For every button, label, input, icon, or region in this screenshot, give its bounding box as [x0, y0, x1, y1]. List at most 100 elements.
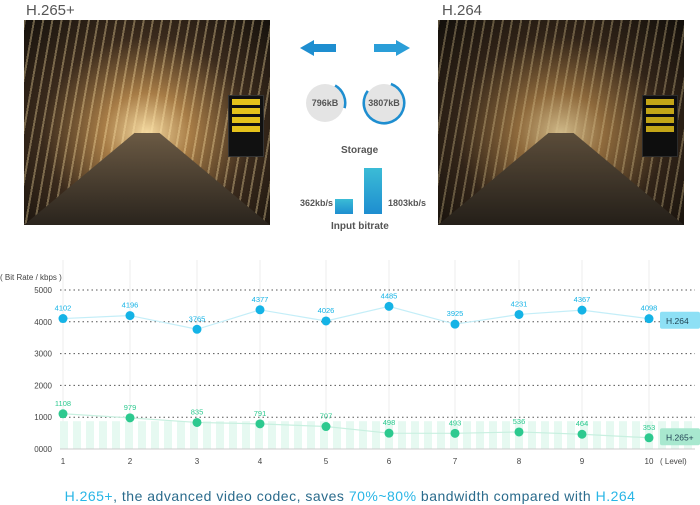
- bitrate-chart: ( Bit Rate / kbps ) 0000 1000 2000 3000 4000…: [0, 260, 700, 466]
- background-bar: [424, 421, 432, 449]
- data-point: [644, 314, 654, 324]
- data-label: 4026: [318, 306, 335, 315]
- background-bar: [320, 421, 328, 449]
- background-bar: [99, 421, 107, 449]
- data-point: [125, 413, 135, 423]
- y-tick-label: 1000: [34, 413, 52, 422]
- data-label: 4102: [55, 304, 72, 313]
- background-bar: [229, 421, 237, 449]
- data-label: 4098: [641, 304, 658, 313]
- storage-h264-value: 3807kB: [365, 84, 403, 122]
- x-tick-label: 2: [128, 457, 133, 466]
- data-point: [125, 311, 135, 321]
- background-bar: [151, 421, 159, 449]
- background-bar: [333, 421, 341, 449]
- data-label: 464: [576, 419, 589, 428]
- background-bar: [632, 421, 640, 449]
- background-bar: [437, 421, 445, 449]
- data-point: [577, 429, 587, 439]
- data-label: 835: [191, 407, 204, 416]
- background-bar: [567, 421, 575, 449]
- storage-h265-value: 796kB: [306, 84, 344, 122]
- background-bar: [177, 421, 185, 449]
- data-point: [192, 417, 202, 427]
- data-label: 493: [449, 418, 462, 427]
- data-label: 4485: [381, 291, 398, 300]
- background-bar: [281, 421, 289, 449]
- background-bar: [203, 421, 211, 449]
- series-line-1: [62, 413, 650, 439]
- data-point: [192, 324, 202, 334]
- bitrate-h264-value: 1803kb/s: [388, 198, 427, 208]
- data-label: 3925: [447, 309, 464, 318]
- x-tick-label: 6: [387, 457, 392, 466]
- data-point: [644, 433, 654, 443]
- caption-text-1: , the advanced video codec, saves: [113, 488, 349, 504]
- background-bar: [216, 421, 224, 449]
- arrow-right-icon: [374, 40, 410, 56]
- x-tick-label: 8: [517, 457, 522, 466]
- data-label: 498: [383, 418, 396, 427]
- background-bar: [307, 421, 315, 449]
- arrow-left-icon: [300, 40, 336, 56]
- data-point: [321, 316, 331, 326]
- storage-ring-h265: [303, 81, 347, 125]
- y-axis-label: ( Bit Rate / kbps ): [0, 273, 62, 282]
- x-tick-label: 7: [453, 457, 458, 466]
- data-point: [58, 314, 68, 324]
- background-bar: [541, 421, 549, 449]
- data-point: [384, 428, 394, 438]
- data-point: [514, 427, 524, 437]
- background-bar: [125, 421, 133, 449]
- data-point: [58, 409, 68, 419]
- x-tick-label: 9: [580, 457, 585, 466]
- background-bar: [476, 421, 484, 449]
- series-line-0: [62, 305, 650, 330]
- background-bar: [86, 421, 94, 449]
- y-tick-label: 4000: [34, 318, 52, 327]
- background-bar: [606, 421, 614, 449]
- storage-label: Storage: [341, 145, 379, 156]
- x-axis-label: ( Level): [660, 457, 687, 466]
- h265-video-frame: [24, 20, 270, 225]
- y-tick-label: 0000: [34, 445, 52, 454]
- legend-label-0: H.264: [666, 316, 689, 326]
- y-tick-label: 5000: [34, 286, 52, 295]
- data-label: 353: [643, 423, 656, 432]
- background-bar: [346, 421, 354, 449]
- legend-badge-0: [660, 311, 700, 329]
- data-label: 4367: [574, 295, 591, 304]
- data-label: 4377: [252, 295, 269, 304]
- data-label: 707: [320, 412, 333, 421]
- bitrate-bar-h264: [364, 168, 382, 214]
- background-bar: [372, 421, 380, 449]
- background-bar: [190, 421, 198, 449]
- data-point: [255, 305, 265, 315]
- x-tick-label: 10: [645, 457, 654, 466]
- h265-title: H.265+: [26, 2, 75, 19]
- background-bar: [294, 421, 302, 449]
- x-tick-label: 1: [61, 457, 66, 466]
- legend-label-1: H.265+: [666, 432, 694, 442]
- caption-text-2: bandwidth compared with: [416, 488, 596, 504]
- background-bar: [255, 421, 263, 449]
- background-bar: [619, 421, 627, 449]
- background-bar: [112, 421, 120, 449]
- legend-badge-1: [660, 428, 700, 446]
- background-bar: [411, 421, 419, 449]
- x-tick-label: 4: [258, 457, 263, 466]
- background-bar: [138, 421, 146, 449]
- background-bar: [60, 421, 68, 449]
- background-bar: [528, 421, 536, 449]
- x-tick-label: 5: [324, 457, 329, 466]
- background-bar: [359, 421, 367, 449]
- data-label: 979: [124, 403, 137, 412]
- h264-title: H.264: [442, 2, 483, 19]
- data-point: [321, 422, 331, 432]
- data-label: 4231: [511, 299, 528, 308]
- data-point: [450, 319, 460, 329]
- data-label: 791: [254, 409, 267, 418]
- data-point: [514, 309, 524, 319]
- data-label: 3765: [189, 314, 206, 323]
